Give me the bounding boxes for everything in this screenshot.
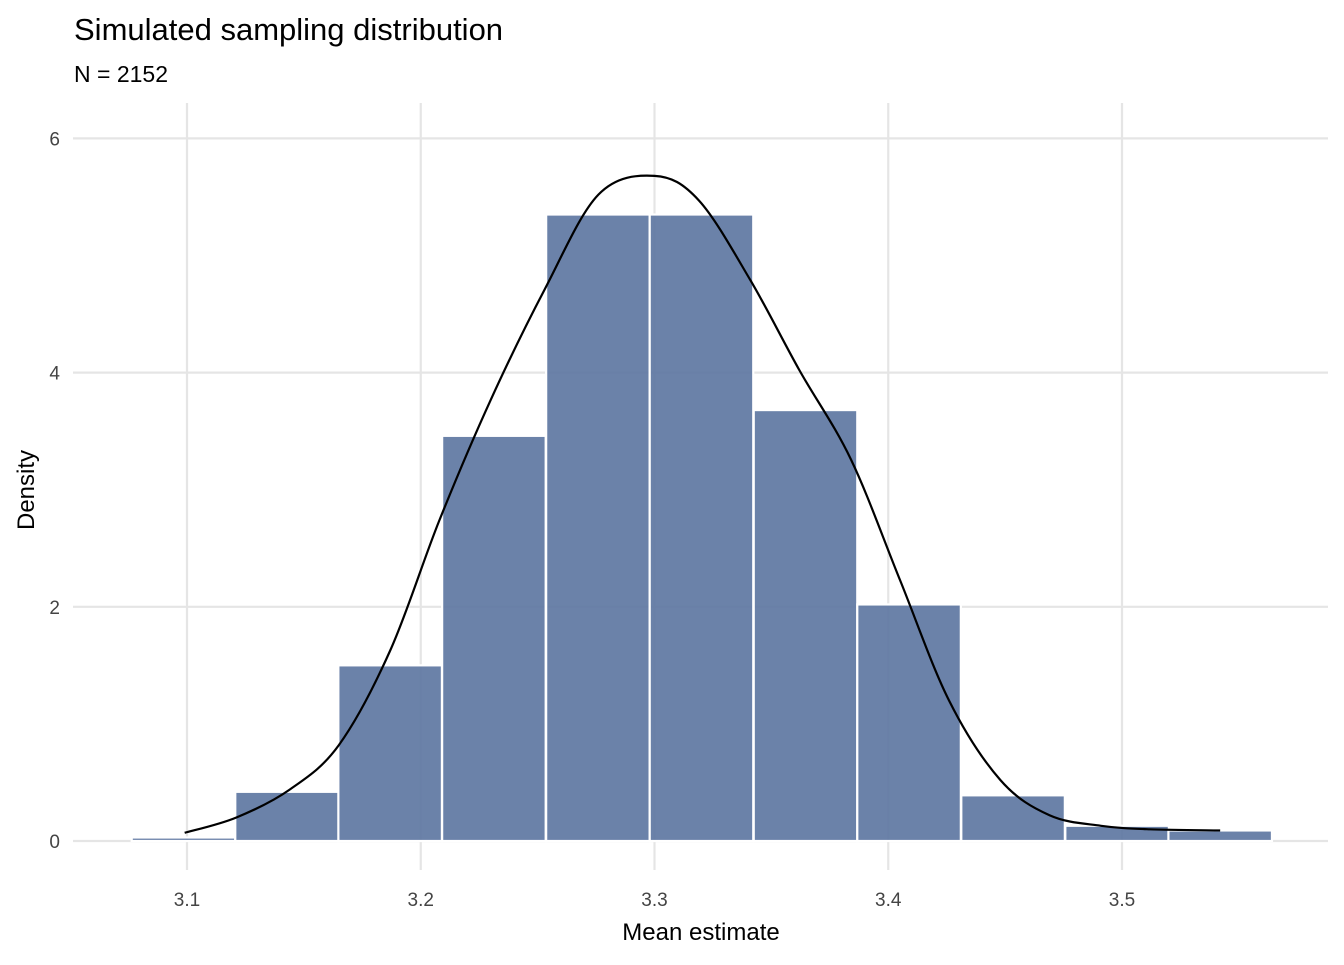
x-axis-label: Mean estimate [622, 919, 779, 946]
x-tick-label: 3.5 [1109, 890, 1135, 911]
histogram-bar [337, 664, 444, 843]
histogram-bar [960, 794, 1066, 843]
x-tick-label: 3.4 [875, 890, 902, 911]
y-axis-ticks: 0 2 4 6 [49, 129, 60, 853]
x-tick-label: 3.3 [641, 890, 667, 911]
y-tick-label: 2 [49, 598, 60, 619]
chart-title: Simulated sampling distribution [74, 12, 503, 47]
histogram-bar [1167, 829, 1274, 843]
y-tick-label: 6 [49, 129, 60, 150]
density-curve [184, 174, 1221, 834]
histogram-bar [441, 434, 547, 843]
histogram-bar [648, 213, 755, 843]
y-tick-label: 4 [49, 364, 60, 385]
x-tick-label: 3.2 [408, 890, 434, 911]
histogram-bars [130, 213, 1274, 843]
x-tick-label: 3.1 [174, 890, 200, 911]
histogram-bar [856, 603, 962, 843]
x-axis-ticks: 3.1 3.2 3.3 3.4 3.5 [174, 890, 1135, 911]
histogram-bar [545, 213, 651, 843]
histogram-bar [130, 836, 237, 843]
y-axis-label: Density [13, 450, 40, 530]
y-tick-label: 0 [49, 832, 60, 853]
histogram-bar [234, 790, 340, 843]
histogram-bar [752, 408, 859, 843]
chart-subtitle: N = 2152 [74, 61, 168, 87]
